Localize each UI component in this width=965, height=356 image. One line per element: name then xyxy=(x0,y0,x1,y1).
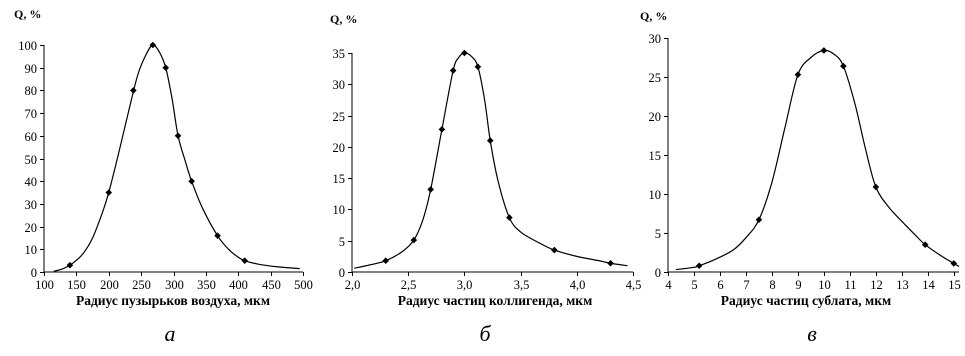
y-tick-label: 30 xyxy=(25,198,38,212)
data-point xyxy=(449,67,457,74)
y-tick-label: 50 xyxy=(25,153,38,167)
data-point xyxy=(607,259,614,267)
y-tick-label: 20 xyxy=(25,221,38,235)
data-point xyxy=(66,261,74,269)
x-tick-label: 400 xyxy=(229,278,248,292)
x-tick-label: 450 xyxy=(262,278,281,292)
y-tick-label: 0 xyxy=(31,266,37,280)
x-tick-label: 14 xyxy=(922,278,935,292)
y-tick-label: 25 xyxy=(333,110,346,124)
x-tick-label: 250 xyxy=(132,278,151,292)
y-tick-label: 25 xyxy=(649,71,662,85)
x-tick-label: 2,5 xyxy=(401,278,417,292)
x-tick-label: 8 xyxy=(769,278,775,292)
x-tick-label: 7 xyxy=(743,278,749,292)
data-point xyxy=(794,71,802,78)
x-tick-label: 3,0 xyxy=(457,278,473,292)
data-point xyxy=(950,260,958,267)
x-tick-label: 100 xyxy=(35,278,54,292)
chart-1: 0 10 20 30 40 50 60 70 80 90 100 100 150 200 250 300 350… xyxy=(14,7,313,346)
x-tick-label: 4,0 xyxy=(570,278,586,292)
y-tick-label: 15 xyxy=(333,172,346,186)
x-tick-label: 3,5 xyxy=(514,278,530,292)
chart-2: 0 5 10 15 20 25 30 35 2,0 2,5 3,0 3,5 4,0 4,5 Q, % Ради… xyxy=(330,12,641,346)
x-tick-label: 4,5 xyxy=(626,278,642,292)
x-axis-label: Радиус частиц коллигенда, мкм xyxy=(398,293,593,308)
data-point xyxy=(506,214,513,221)
data-point xyxy=(382,257,390,265)
y-tick-label: 10 xyxy=(25,243,38,257)
chart-3: 0 5 10 15 20 25 30 4 5 6 7 8 9 10 11 12 13 14 15 Q, % Радиус… xyxy=(640,9,961,346)
series-line xyxy=(675,49,960,271)
panel-caption: в xyxy=(807,321,817,346)
y-tick-label: 15 xyxy=(649,149,662,163)
panel-caption: б xyxy=(479,321,491,346)
x-tick-label: 13 xyxy=(896,278,909,292)
data-point xyxy=(130,87,137,94)
x-axis-label: Радиус частиц сублата, мкм xyxy=(721,293,891,308)
series-line xyxy=(53,44,300,272)
y-tick-label: 0 xyxy=(655,266,661,280)
data-point xyxy=(241,257,249,264)
y-tick-label: 30 xyxy=(333,78,346,92)
data-point xyxy=(174,132,182,140)
y-tick-label: 90 xyxy=(25,62,38,76)
y-tick-label: 20 xyxy=(333,141,346,155)
x-tick-label: 11 xyxy=(844,278,856,292)
y-tick-label: 30 xyxy=(649,32,662,46)
y-axis-label: Q, % xyxy=(14,7,41,21)
data-point xyxy=(486,137,494,144)
x-tick-label: 350 xyxy=(197,278,216,292)
x-tick-label: 500 xyxy=(294,278,313,292)
data-point xyxy=(162,64,170,71)
x-tick-label: 10 xyxy=(818,278,831,292)
data-point xyxy=(149,41,157,49)
y-tick-label: 80 xyxy=(25,84,38,98)
x-tick-label: 200 xyxy=(100,278,119,292)
series-line xyxy=(354,52,628,269)
y-tick-label: 35 xyxy=(333,47,346,61)
y-tick-label: 70 xyxy=(25,107,38,121)
data-point xyxy=(214,232,221,239)
x-tick-label: 6 xyxy=(717,278,723,292)
x-tick-label: 5 xyxy=(691,278,697,292)
data-point xyxy=(474,63,482,71)
y-tick-label: 20 xyxy=(649,110,662,124)
y-tick-label: 0 xyxy=(339,266,345,280)
x-axis-label: Радиус пузырьков воздуха, мкм xyxy=(76,293,270,308)
x-tick-label: 12 xyxy=(870,278,883,292)
y-tick-label: 5 xyxy=(339,235,345,249)
x-tick-label: 150 xyxy=(67,278,86,292)
data-point xyxy=(695,262,703,270)
x-tick-label: 2,0 xyxy=(345,278,361,292)
x-tick-label: 15 xyxy=(948,278,961,292)
x-tick-label: 9 xyxy=(795,278,801,292)
data-point xyxy=(105,189,113,196)
data-point xyxy=(820,47,828,54)
y-tick-label: 100 xyxy=(18,39,37,53)
x-tick-label: 4 xyxy=(665,278,672,292)
data-point xyxy=(438,126,446,133)
x-tick-label: 300 xyxy=(165,278,184,292)
data-point xyxy=(755,216,763,224)
y-tick-label: 40 xyxy=(25,175,38,189)
data-point xyxy=(840,62,847,70)
data-point xyxy=(188,177,195,185)
y-tick-label: 60 xyxy=(25,130,38,144)
data-point xyxy=(461,49,468,57)
data-point xyxy=(427,186,434,193)
panel-caption: а xyxy=(165,321,176,346)
data-point xyxy=(551,246,558,254)
y-axis-label: Q, % xyxy=(330,12,357,26)
y-tick-label: 10 xyxy=(333,203,346,217)
data-point xyxy=(410,236,418,244)
data-point xyxy=(921,241,929,248)
y-tick-label: 5 xyxy=(655,227,661,241)
y-axis-label: Q, % xyxy=(640,9,667,23)
y-tick-label: 10 xyxy=(649,188,662,202)
data-point xyxy=(872,183,880,191)
